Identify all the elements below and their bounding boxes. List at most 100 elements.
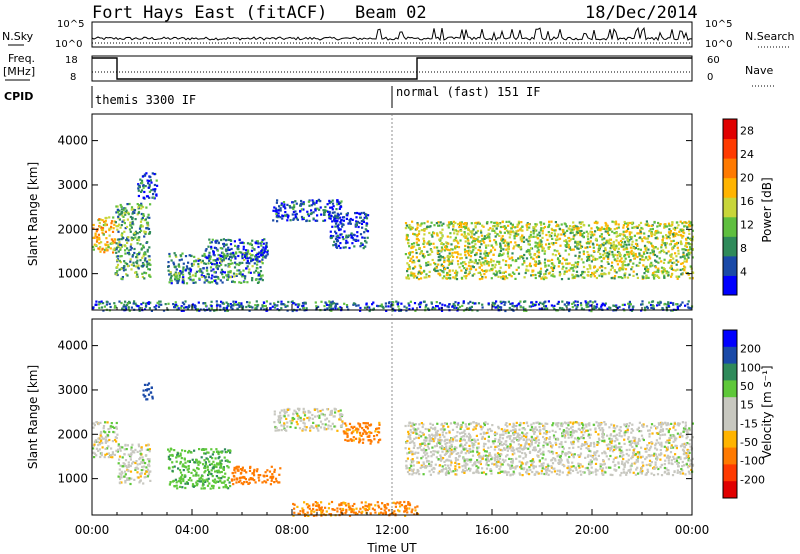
echo-cell <box>324 301 327 304</box>
echo-cell <box>198 477 201 480</box>
echo-cell <box>542 278 546 281</box>
echo-cell <box>225 248 228 251</box>
echo-cell <box>427 253 430 256</box>
echo-cell <box>332 216 336 219</box>
echo-cell <box>313 408 316 411</box>
echo-cell <box>608 227 611 230</box>
echo-cell <box>137 264 140 267</box>
echo-cell <box>146 475 149 478</box>
echo-cell <box>593 307 596 310</box>
echo-cell <box>602 273 605 276</box>
echo-cell <box>293 206 296 209</box>
echo-cell <box>330 200 333 204</box>
cpid-label: CPID <box>4 90 33 103</box>
echo-cell <box>651 264 654 267</box>
echo-cell <box>413 233 416 236</box>
echo-cell <box>542 247 545 250</box>
echo-cell <box>256 259 259 262</box>
echo-cell <box>227 449 230 452</box>
echo-cell <box>440 263 443 266</box>
echo-cell <box>106 447 109 450</box>
echo-cell <box>123 475 126 478</box>
echo-cell <box>434 269 437 273</box>
echo-cell <box>175 279 178 282</box>
echo-cell <box>93 424 96 427</box>
echo-cell <box>528 305 531 308</box>
echo-cell <box>148 185 151 188</box>
echo-cell <box>647 224 650 227</box>
echo-cell <box>350 236 353 239</box>
echo-cell <box>518 302 521 305</box>
echo-cell <box>452 239 455 242</box>
echo-cell <box>484 251 487 254</box>
echo-cell <box>534 241 537 244</box>
echo-cell <box>131 255 134 258</box>
echo-cell <box>146 458 149 461</box>
echo-cell <box>217 277 220 280</box>
echo-cell <box>324 209 327 212</box>
echo-cell <box>606 229 609 232</box>
echo-cell <box>171 469 174 472</box>
echo-cell <box>455 452 458 455</box>
echo-cell <box>236 468 239 471</box>
echo-cell <box>396 303 399 306</box>
echo-cell <box>646 251 649 254</box>
echo-cell <box>130 247 133 250</box>
echo-cell <box>194 260 197 263</box>
echo-cell <box>111 230 115 233</box>
echo-cell <box>224 254 227 257</box>
echo-cell <box>155 194 158 197</box>
echo-cell <box>525 269 528 272</box>
echo-cell <box>652 272 655 275</box>
echo-cell <box>224 257 227 260</box>
echo-cell <box>127 239 130 242</box>
echo-cell <box>173 449 176 452</box>
echo-cell <box>101 219 104 222</box>
echo-cell <box>95 300 98 303</box>
echo-cell <box>138 462 142 466</box>
echo-cell <box>126 241 129 244</box>
echo-cell <box>150 189 153 192</box>
echo-cell <box>204 262 207 265</box>
echo-cell <box>476 309 479 312</box>
echo-cell <box>197 301 200 304</box>
echo-cell <box>685 271 688 274</box>
echo-cell <box>221 270 224 273</box>
echo-cell <box>116 208 119 211</box>
echo-cell <box>561 262 564 265</box>
echo-cell <box>525 224 528 227</box>
echo-cell <box>253 468 256 471</box>
echo-cell <box>143 395 146 398</box>
echo-cell <box>620 245 623 248</box>
echo-cell <box>495 227 498 230</box>
echo-cell <box>460 276 463 279</box>
echo-cell <box>483 422 486 425</box>
echo-cell <box>557 265 560 268</box>
echo-cell <box>212 259 215 262</box>
echo-cell <box>118 447 122 450</box>
echo-cell <box>362 438 365 441</box>
echo-cell <box>189 275 192 278</box>
echo-cell <box>223 271 226 274</box>
echo-cell <box>109 454 112 457</box>
echo-cell <box>227 487 230 490</box>
echo-cell <box>319 206 322 209</box>
echo-cell <box>186 306 189 309</box>
echo-cell <box>316 427 319 430</box>
echo-cell <box>262 242 265 245</box>
echo-cell <box>538 275 541 278</box>
echo-cell <box>565 225 568 228</box>
echo-cell <box>442 222 445 225</box>
echo-cell <box>527 243 530 246</box>
echo-cell <box>671 309 674 312</box>
echo-cell <box>190 479 193 482</box>
echo-cell <box>490 249 493 252</box>
echo-cell <box>171 466 174 469</box>
echo-cell <box>174 265 177 268</box>
echo-cell <box>434 263 437 266</box>
echo-cell <box>214 247 218 250</box>
echo-cell <box>429 253 432 256</box>
echo-cell <box>274 210 277 213</box>
echo-cell <box>308 417 312 420</box>
echo-cell <box>613 221 616 224</box>
